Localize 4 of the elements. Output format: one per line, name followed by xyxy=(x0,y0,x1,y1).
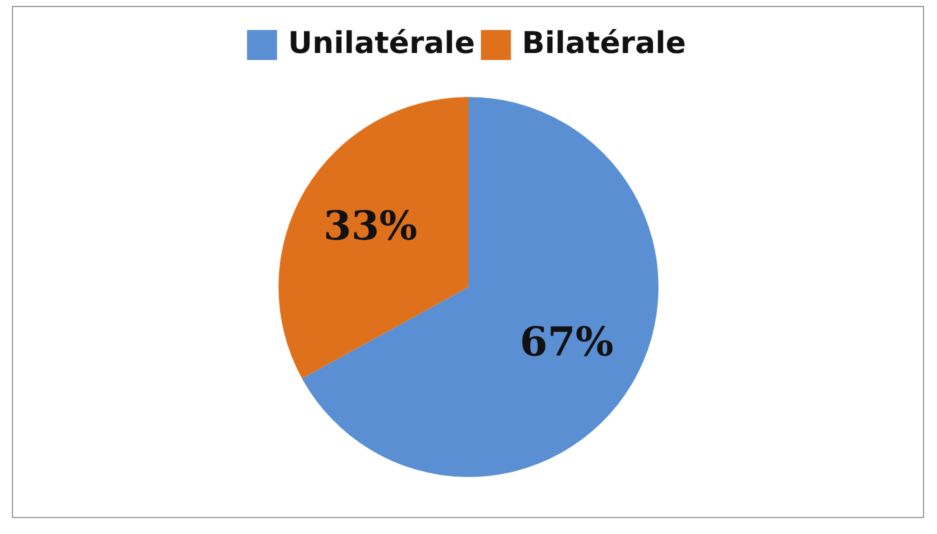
data-label: 33% xyxy=(324,202,418,250)
legend-label: Bilatérale xyxy=(522,26,686,61)
legend-label: Unilatérale xyxy=(288,26,475,61)
data-label: 67% xyxy=(520,318,614,366)
